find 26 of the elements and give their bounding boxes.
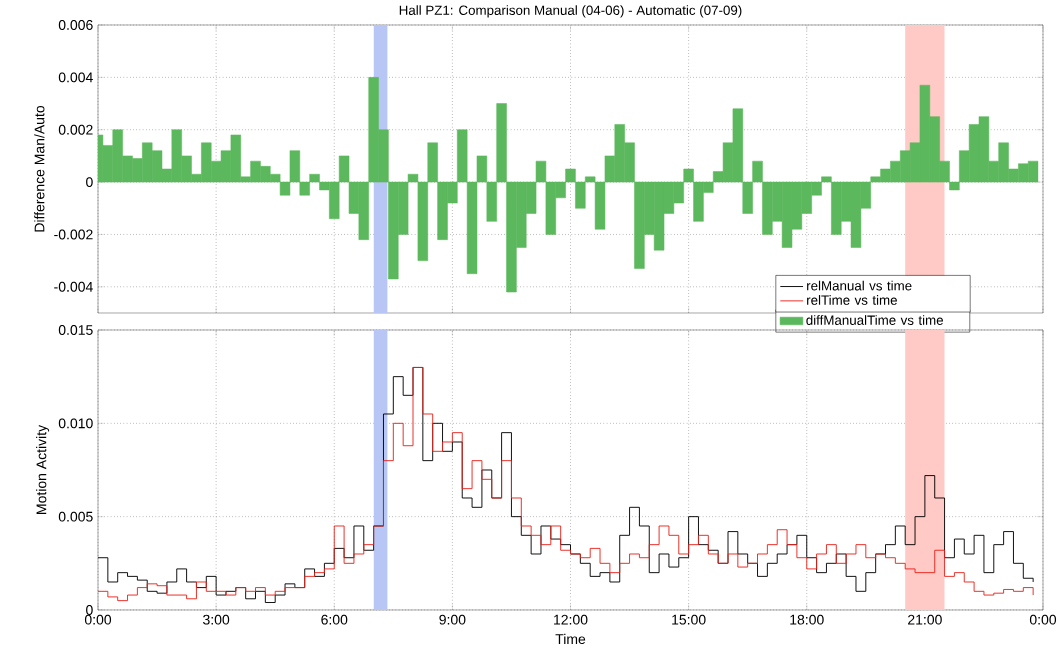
y-tick-label: 0.006 xyxy=(58,20,93,30)
y-tick-label: 0.004 xyxy=(58,72,93,83)
y-axis-title: Difference Man/Auto xyxy=(34,105,45,232)
x-tick-label: 6:00 xyxy=(321,614,348,625)
legend-label: diffManualTime vs time xyxy=(806,315,943,325)
x-tick-label: 15:00 xyxy=(672,614,706,625)
x-tick-label: 3:00 xyxy=(203,614,230,625)
y-tick-label: 0 xyxy=(86,605,93,615)
y-tick-label: 0.005 xyxy=(58,511,93,522)
y-tick-label: 0.010 xyxy=(58,418,93,429)
x-tick-label: 0:00 xyxy=(84,614,112,625)
x-tick-label: 9:00 xyxy=(439,614,466,625)
x-tick-label: 12:00 xyxy=(554,614,588,625)
y-tick-label: 0.015 xyxy=(58,325,93,335)
y-tick-label: 0 xyxy=(86,177,93,188)
x-axis-title: Time xyxy=(555,633,586,645)
y-tick-label: -0.004 xyxy=(54,281,93,292)
legend-label: relManual vs time xyxy=(807,280,912,291)
y-tick-label: 0.002 xyxy=(58,124,93,135)
x-tick-label: 0:00 xyxy=(1029,614,1057,625)
y-axis-title: Motion Activity xyxy=(36,424,50,514)
legend-label: relTime vs time xyxy=(807,295,897,305)
chart-title: Hall PZ1: Comparison Manual (04-06) - Automatic (07-09) xyxy=(399,5,742,18)
y-tick-label: -0.002 xyxy=(54,229,93,240)
x-tick-label: 18:00 xyxy=(790,614,824,625)
x-tick-label: 21:00 xyxy=(908,614,942,625)
